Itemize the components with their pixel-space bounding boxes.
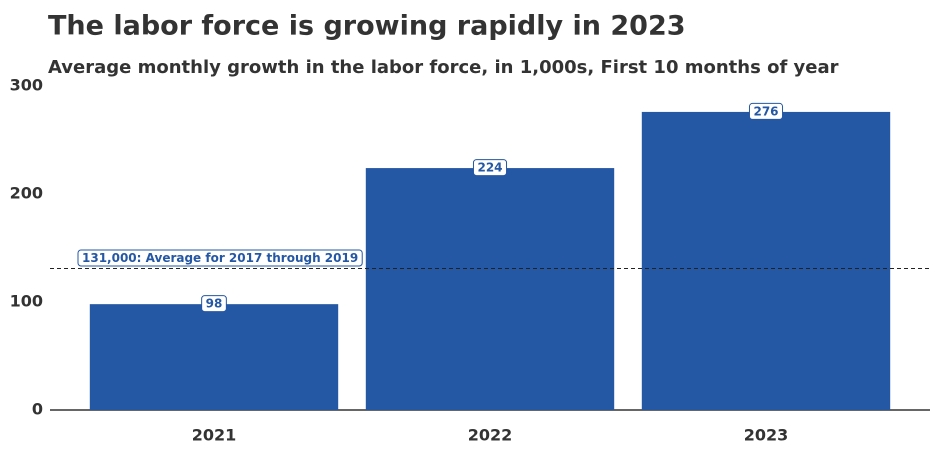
x-tick-label: 2022 [468, 426, 513, 445]
y-tick-label: 300 [10, 76, 43, 95]
y-tick-label: 0 [32, 400, 43, 419]
label-box [201, 295, 227, 313]
label-box [77, 249, 363, 267]
value-label: 276 [753, 104, 778, 118]
label-box [748, 102, 784, 120]
label-box [472, 159, 508, 177]
y-tick-label: 100 [10, 292, 43, 311]
value-label: 131,000: Average for 2017 through 2019 [82, 251, 358, 265]
value-label: 224 [477, 161, 502, 175]
x-tick-label: 2023 [744, 426, 789, 445]
chart-title: The labor force is growing rapidly in 20… [48, 11, 686, 42]
bar [365, 168, 615, 410]
y-tick-label: 200 [10, 184, 43, 203]
chart-subtitle: Average monthly growth in the labor forc… [48, 57, 839, 78]
x-tick-label: 2021 [192, 426, 237, 445]
value-label: 98 [206, 297, 223, 311]
bar [89, 304, 339, 410]
bar [641, 111, 891, 411]
